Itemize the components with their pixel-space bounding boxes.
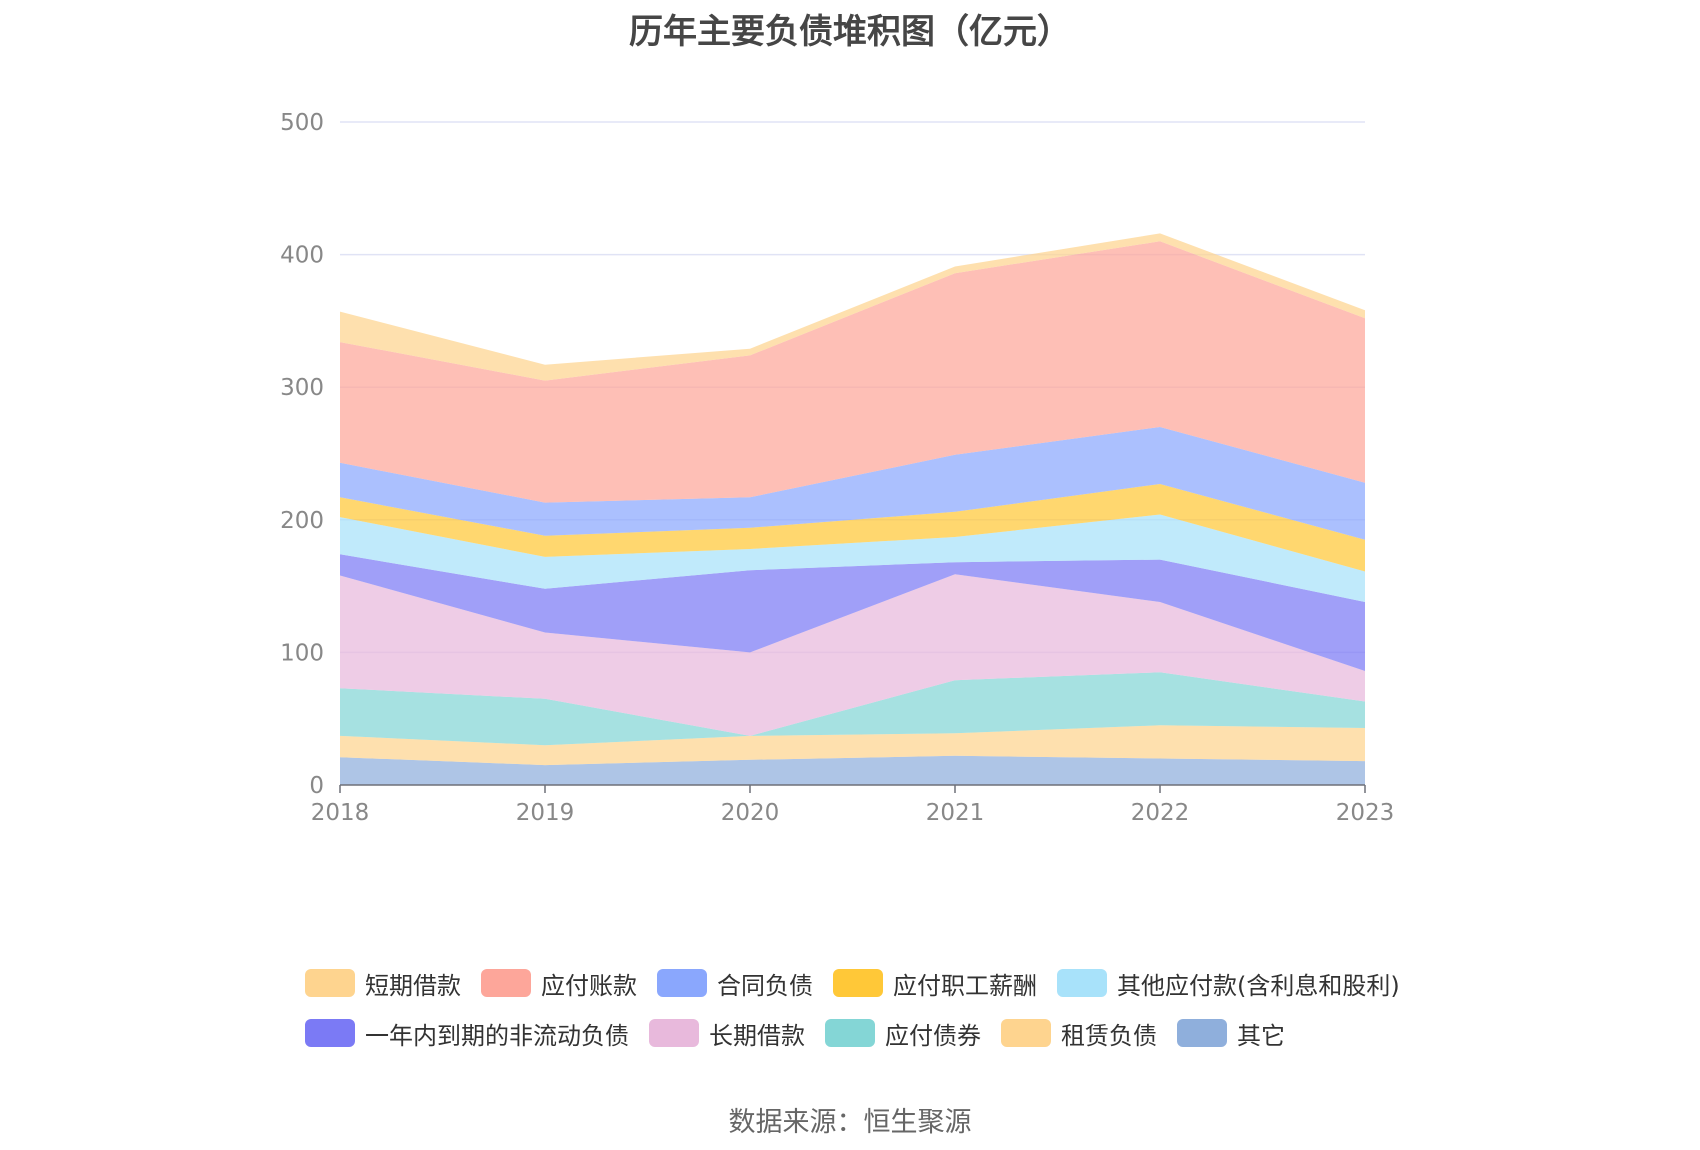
legend-label: 其他应付款(含利息和股利): [1117, 971, 1400, 1000]
y-tick-label: 0: [309, 773, 324, 799]
area-series-5: [340, 514, 1365, 602]
legend-item[interactable]: 应付债券: [825, 1016, 981, 1051]
legend-row: 短期借款 应付账款 合同负债 应付职工薪酬 其他应付款(含利息和股利): [305, 958, 1425, 1008]
legend-label: 合同负债: [717, 971, 813, 1000]
legend-swatch: [649, 1019, 699, 1047]
legend-label: 短期借款: [365, 971, 461, 1000]
x-tick-label: 2023: [1336, 800, 1395, 826]
y-tick-label: 200: [280, 508, 324, 534]
y-tick-label: 500: [280, 110, 324, 136]
legend-item[interactable]: 一年内到期的非流动负债: [305, 1016, 629, 1051]
legend-label: 应付债券: [885, 1021, 981, 1050]
area-series: [340, 233, 1365, 785]
x-tick-label: 2018: [311, 800, 370, 826]
legend-swatch: [833, 969, 883, 997]
y-tick-label: 100: [280, 640, 324, 666]
legend-item[interactable]: 租赁负债: [1001, 1016, 1157, 1051]
legend-item[interactable]: 短期借款: [305, 966, 461, 1001]
chart-title: 历年主要负债堆积图（亿元）: [629, 12, 1071, 52]
area-series-3: [340, 574, 1365, 736]
legend-label: 应付职工薪酬: [893, 971, 1037, 1000]
legend-swatch: [1001, 1019, 1051, 1047]
legend-row: 一年内到期的非流动负债 长期借款 应付债券 租赁负债 其它: [305, 1008, 1425, 1058]
x-tick-label: 2019: [516, 800, 575, 826]
legend-item[interactable]: 应付职工薪酬: [833, 966, 1037, 1001]
legend-swatch: [305, 969, 355, 997]
legend-item[interactable]: 长期借款: [649, 1016, 805, 1051]
legend-label: 一年内到期的非流动负债: [365, 1021, 629, 1050]
legend-swatch: [481, 969, 531, 997]
legend-swatch: [657, 969, 707, 997]
area-series-4: [340, 554, 1365, 671]
area-series-0: [340, 755, 1365, 785]
legend-swatch: [825, 1019, 875, 1047]
area-series-1: [340, 725, 1365, 766]
legend-label: 其它: [1237, 1021, 1285, 1050]
area-series-2: [340, 672, 1365, 746]
legend-label: 应付账款: [541, 971, 637, 1000]
legend-swatch: [1177, 1019, 1227, 1047]
legend-swatch: [305, 1019, 355, 1047]
area-series-6: [340, 484, 1365, 572]
legend-item[interactable]: 应付账款: [481, 966, 637, 1001]
area-series-8: [340, 241, 1365, 503]
y-tick-label: 400: [280, 243, 324, 269]
legend-item[interactable]: 合同负债: [657, 966, 813, 1001]
legend-item[interactable]: 其他应付款(含利息和股利): [1057, 966, 1400, 1001]
x-tick-label: 2020: [721, 800, 780, 826]
legend-item[interactable]: 其它: [1177, 1016, 1285, 1051]
area-series-7: [340, 427, 1365, 540]
legend-label: 租赁负债: [1061, 1021, 1157, 1050]
x-tick-label: 2022: [1131, 800, 1190, 826]
legend: 短期借款 应付账款 合同负债 应付职工薪酬 其他应付款(含利息和股利) 一年内到期的非流…: [305, 958, 1425, 1058]
legend-label: 长期借款: [709, 1021, 805, 1050]
axes: 0 100 200 300 400 500 2018 2019 2020 2021 2022 2023: [280, 110, 1394, 826]
x-tick-label: 2021: [926, 800, 985, 826]
legend-swatch: [1057, 969, 1107, 997]
y-tick-label: 300: [280, 375, 324, 401]
source-note: 数据来源：恒生聚源: [728, 1107, 972, 1138]
